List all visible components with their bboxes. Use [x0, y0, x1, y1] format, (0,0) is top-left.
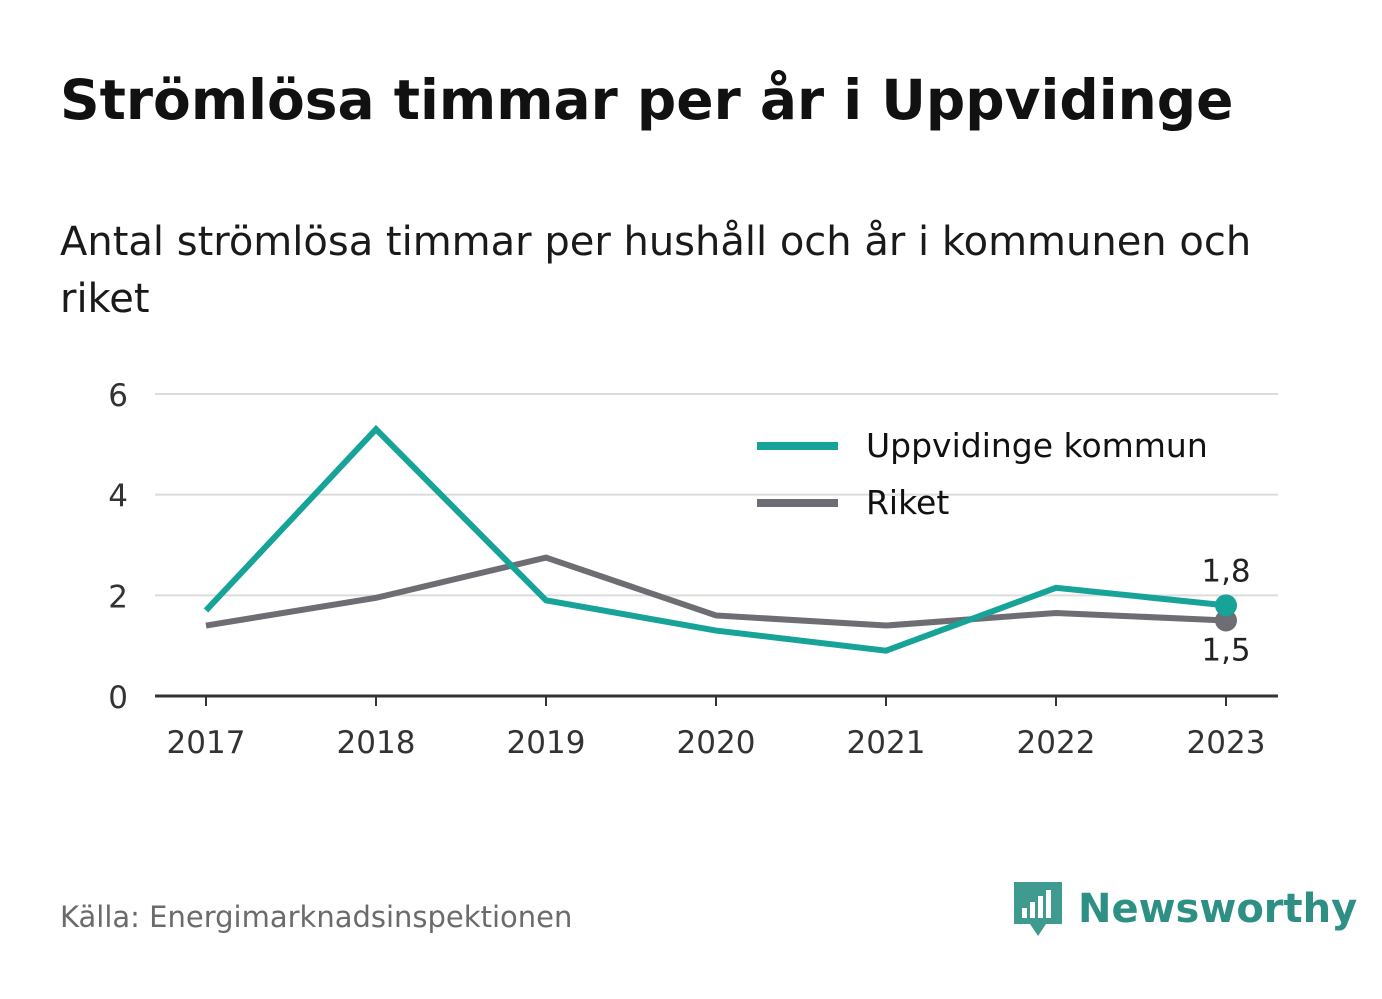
- chart-title: Strömlösa timmar per år i Uppvidinge: [60, 68, 1234, 132]
- x-axis: 2017 2018 2019 2020 2021 2022 2023: [155, 694, 1278, 761]
- x-tick-label-2023: 2023: [1187, 725, 1266, 761]
- y-axis: 0 2 4 6: [108, 378, 128, 716]
- x-tick-label-2022: 2022: [1017, 725, 1096, 761]
- y-tick-label-2: 2: [108, 579, 128, 615]
- chart-subtitle: Antal strömlösa timmar per hushåll och å…: [60, 219, 1252, 322]
- x-tick-label-2017: 2017: [167, 725, 246, 761]
- y-tick-label-0: 0: [108, 680, 128, 716]
- data-point-kommun-2023: [1215, 594, 1237, 617]
- grid-lines: [155, 393, 1278, 597]
- y-tick-label-4: 4: [108, 479, 128, 515]
- legend: Uppvidinge kommun Riket: [757, 426, 1208, 522]
- end-value-label-riket: 1,5: [1201, 633, 1250, 669]
- end-value-label-kommun: 1,8: [1201, 553, 1250, 589]
- source-note: Källa: Energimarknadsinspektionen: [60, 900, 573, 934]
- x-tick-label-2020: 2020: [677, 725, 756, 761]
- legend-label-riket: Riket: [866, 483, 949, 522]
- x-tick-label-2021: 2021: [847, 725, 926, 761]
- x-tick-label-2019: 2019: [507, 725, 586, 761]
- newsworthy-logo-icon: [1014, 882, 1062, 936]
- brand-name: Newsworthy: [1078, 886, 1358, 932]
- legend-label-kommun: Uppvidinge kommun: [866, 426, 1208, 465]
- brand-logo: Newsworthy: [1010, 878, 1357, 940]
- y-tick-label-6: 6: [108, 378, 128, 414]
- data-point-riket-2023: [1215, 609, 1237, 632]
- series: 1,8 1,5: [203, 424, 1251, 669]
- x-tick-label-2018: 2018: [337, 725, 416, 761]
